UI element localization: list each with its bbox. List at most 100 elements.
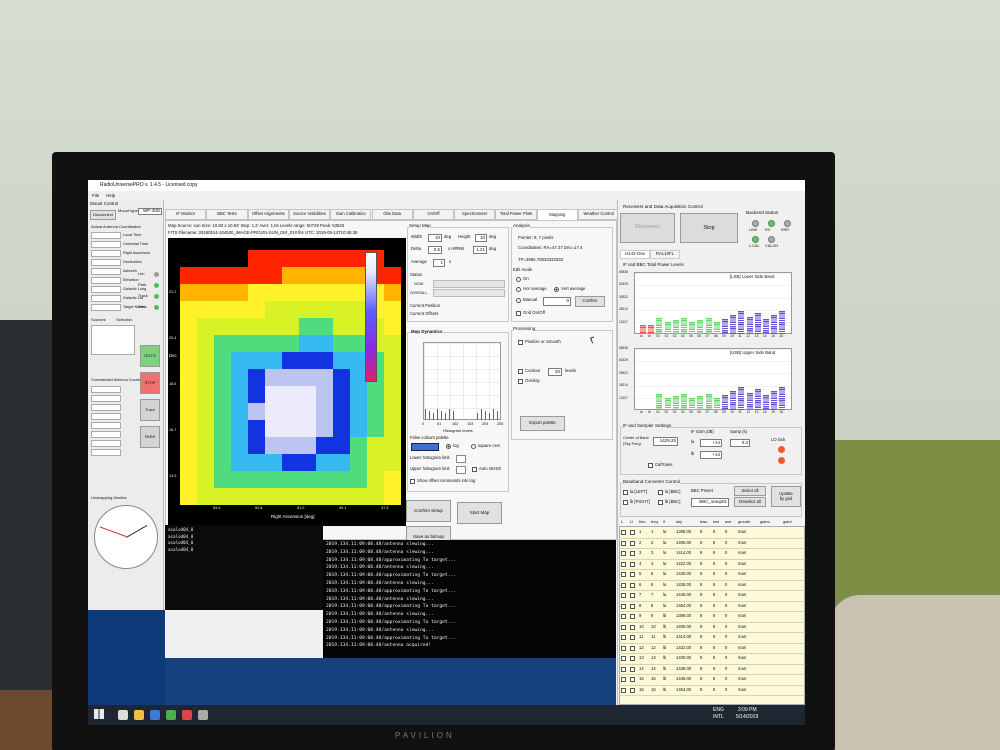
checkbox[interactable]: [630, 551, 635, 556]
input[interactable]: 20: [548, 368, 562, 376]
checkbox[interactable]: [621, 624, 626, 630]
dropdown[interactable]: +14: [700, 451, 722, 459]
tab[interactable]: H142-One: [620, 250, 650, 259]
input[interactable]: 10: [428, 234, 442, 242]
checkbox[interactable]: [621, 656, 626, 661]
checkbox[interactable]: [630, 614, 635, 619]
input[interactable]: 0.5: [428, 246, 442, 254]
checkbox[interactable]: [518, 340, 523, 345]
tab[interactable]: Source Visibilities: [288, 209, 331, 220]
radio-button[interactable]: [516, 277, 521, 282]
input[interactable]: 1429.25: [653, 437, 678, 446]
radio-button[interactable]: [471, 444, 476, 449]
checkbox[interactable]: [621, 572, 626, 577]
mount-button[interactable]: GOTO: [140, 345, 160, 367]
tab[interactable]: Obs Data: [371, 209, 413, 220]
checkbox[interactable]: [630, 656, 635, 661]
checkbox[interactable]: [630, 666, 635, 672]
input[interactable]: 1: [433, 259, 445, 267]
checkbox[interactable]: [630, 603, 635, 609]
export-palette-button[interactable]: Export palette: [520, 416, 565, 431]
input[interactable]: 0: [543, 297, 571, 306]
update-button[interactable]: Update by grid: [771, 486, 801, 507]
dropdown[interactable]: 0.3: [730, 439, 750, 447]
checkbox[interactable]: [630, 593, 635, 598]
radio-button[interactable]: [516, 287, 521, 292]
menu-item[interactable]: File: [92, 192, 100, 198]
checkbox[interactable]: [658, 490, 663, 495]
checkbox[interactable]: [658, 500, 663, 505]
checkbox[interactable]: [623, 500, 628, 505]
taskbar-icon[interactable]: [198, 710, 208, 720]
checkbox[interactable]: [630, 645, 635, 651]
checkbox[interactable]: [630, 624, 635, 630]
checkbox[interactable]: [621, 551, 626, 556]
checkbox[interactable]: [518, 379, 523, 384]
checkbox[interactable]: [621, 635, 626, 640]
stop-button[interactable]: Stop: [680, 213, 738, 243]
checkbox[interactable]: [621, 561, 626, 567]
checkbox[interactable]: [630, 582, 635, 588]
menu-item[interactable]: Help: [106, 192, 116, 198]
checkbox[interactable]: [472, 467, 477, 472]
checkbox[interactable]: [630, 530, 635, 535]
taskbar-icon[interactable]: [166, 710, 176, 720]
radio-button[interactable]: [516, 298, 521, 303]
confirm-setup-button[interactable]: Confirm Setup: [406, 500, 451, 522]
tab[interactable]: On/Off: [412, 209, 455, 220]
input[interactable]: 10: [475, 234, 487, 242]
checkbox[interactable]: [621, 645, 626, 651]
checkbox[interactable]: [630, 540, 635, 546]
checkbox[interactable]: [621, 687, 626, 693]
input[interactable]: 1.21: [473, 246, 487, 254]
tab[interactable]: Weather Control: [578, 209, 620, 220]
tab[interactable]: Spectrometer: [454, 209, 496, 220]
disconnect-button[interactable]: Disconnect: [620, 213, 675, 243]
dropdown[interactable]: BBC_setup01: [691, 498, 729, 507]
tab[interactable]: Mapping: [536, 209, 578, 220]
taskbar-icon[interactable]: [118, 710, 128, 720]
palette-dropdown[interactable]: [411, 443, 439, 451]
checkbox[interactable]: [623, 490, 628, 495]
start-map-button[interactable]: Start Map: [457, 502, 502, 524]
y-tick-label: 16.7: [169, 428, 177, 432]
confirm-button[interactable]: Confirm: [575, 296, 605, 307]
mount-type-input[interactable]: WP-40D: [138, 208, 162, 215]
checkbox[interactable]: [621, 614, 626, 619]
disconnect-button[interactable]: Disconnect: [90, 210, 116, 220]
checkbox[interactable]: [630, 687, 635, 693]
mount-button[interactable]: PARK: [140, 426, 160, 448]
tab[interactable]: Total Power Plots: [495, 209, 537, 220]
checkbox[interactable]: [648, 463, 653, 468]
tab[interactable]: Gain Calibration: [330, 209, 372, 220]
mount-button[interactable]: STOP: [140, 372, 160, 394]
taskbar-icon[interactable]: [182, 710, 192, 720]
checkbox[interactable]: [516, 311, 521, 316]
tab[interactable]: Offset Alignments: [247, 209, 289, 220]
radio-button[interactable]: [446, 444, 451, 449]
tab[interactable]: IF Monitor: [165, 209, 207, 220]
checkbox[interactable]: [630, 677, 635, 682]
checkbox[interactable]: [621, 593, 626, 598]
checkbox[interactable]: [621, 530, 626, 535]
tab[interactable]: BBC Tests: [206, 209, 248, 220]
dropdown[interactable]: +14: [700, 439, 722, 447]
checkbox[interactable]: [410, 479, 415, 484]
deselect-all-button[interactable]: Deselect all: [734, 497, 766, 507]
checkbox[interactable]: [630, 561, 635, 567]
checkbox[interactable]: [621, 666, 626, 672]
tab[interactable]: RAL10FL: [650, 250, 680, 259]
checkbox[interactable]: [621, 582, 626, 588]
mount-button[interactable]: Track: [140, 399, 160, 421]
taskbar-icon[interactable]: [150, 710, 160, 720]
checkbox[interactable]: [518, 369, 523, 374]
select-all-button[interactable]: Select all: [734, 486, 766, 496]
map-pixel: [316, 386, 333, 403]
checkbox[interactable]: [630, 572, 635, 577]
checkbox[interactable]: [621, 677, 626, 682]
checkbox[interactable]: [630, 635, 635, 640]
taskbar-icon[interactable]: [134, 710, 144, 720]
checkbox[interactable]: [621, 540, 626, 546]
radio-button[interactable]: [554, 287, 559, 292]
checkbox[interactable]: [621, 603, 626, 609]
